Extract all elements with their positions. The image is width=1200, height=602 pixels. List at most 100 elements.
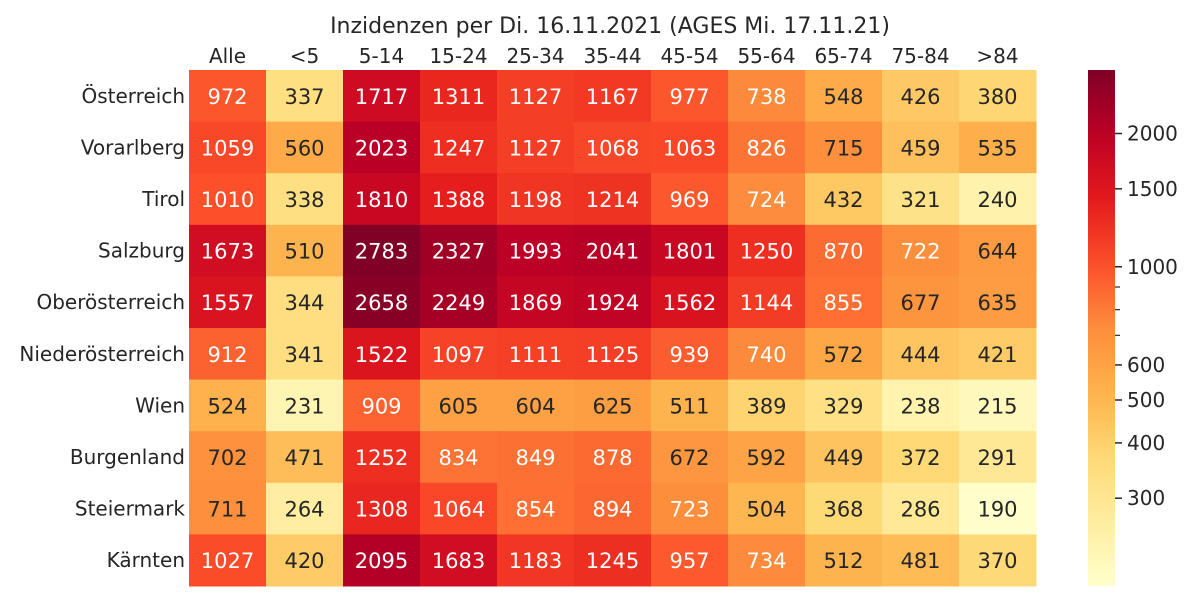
- cell-value: 2783: [355, 240, 408, 264]
- cell-value: 1127: [509, 136, 562, 160]
- heatmap-cell: [805, 276, 883, 329]
- cell-value: 1810: [355, 188, 408, 212]
- cell-value: 321: [900, 188, 940, 212]
- cell-value: 969: [669, 188, 709, 212]
- cell-value: 604: [515, 394, 555, 418]
- heatmap-cell: [189, 121, 267, 174]
- cell-value: 238: [900, 394, 940, 418]
- heatmap-cell: [420, 534, 498, 587]
- column-label: 55-64: [737, 44, 795, 68]
- column-label: 25-34: [506, 44, 564, 68]
- heatmap-cell: [189, 328, 267, 381]
- heatmap-cell: [420, 276, 498, 329]
- heatmap-cell: [728, 224, 806, 277]
- cell-value: 291: [977, 446, 1017, 470]
- row-label: Niederösterreich: [19, 342, 185, 366]
- cell-value: 870: [823, 240, 863, 264]
- heatmap-cell: [420, 70, 498, 123]
- cell-value: 1522: [355, 343, 408, 367]
- heatmap-cell: [343, 431, 421, 484]
- colorbar-tick-label: 2000: [1127, 122, 1178, 146]
- cell-value: 939: [669, 343, 709, 367]
- heatmap-cell: [728, 431, 806, 484]
- cell-value: 1717: [355, 85, 408, 109]
- heatmap-cell: [266, 379, 344, 432]
- colorbar-ticks: 300 400 500 600 1000 1500 2000: [1115, 122, 1178, 510]
- cell-value: 672: [669, 446, 709, 470]
- cell-value: 1183: [509, 549, 562, 573]
- heatmap-cell: [497, 173, 575, 226]
- heatmap-cell: [651, 173, 729, 226]
- colorbar-tick-label: 1500: [1127, 177, 1178, 201]
- cell-value: 449: [823, 446, 863, 470]
- cell-value: 855: [823, 291, 863, 315]
- heatmap-cell: [574, 431, 652, 484]
- cell-value: 344: [284, 291, 324, 315]
- cell-value: 512: [823, 549, 863, 573]
- cell-value: 957: [669, 549, 709, 573]
- heatmap-cell: [959, 173, 1037, 226]
- heatmap-cell: [343, 328, 421, 381]
- heatmap-cell: [343, 121, 421, 174]
- cell-value: 1673: [201, 240, 254, 264]
- cell-value: 909: [361, 394, 401, 418]
- cell-value: 231: [284, 394, 324, 418]
- heatmap-cell: [959, 276, 1037, 329]
- cell-value: 912: [207, 343, 247, 367]
- cell-value: 444: [900, 343, 940, 367]
- heatmap-cell: [728, 70, 806, 123]
- heatmap-cell: [728, 534, 806, 587]
- cell-value: 2095: [355, 549, 408, 573]
- heatmap-cell: [959, 224, 1037, 277]
- heatmap-cell: [266, 224, 344, 277]
- heatmap-cell: [805, 70, 883, 123]
- cell-value: 1068: [586, 136, 639, 160]
- heatmap-cell: [959, 482, 1037, 535]
- cell-value: 1127: [509, 85, 562, 109]
- heatmap-cell: [882, 534, 960, 587]
- heatmap-cell: [651, 482, 729, 535]
- cell-value: 535: [977, 136, 1017, 160]
- heatmap-cell: [343, 173, 421, 226]
- cell-value: 560: [284, 136, 324, 160]
- heatmap-cell: [805, 431, 883, 484]
- heatmap-cell: [189, 379, 267, 432]
- heatmap-cell: [728, 482, 806, 535]
- heatmap-cell: [959, 328, 1037, 381]
- column-label: <5: [290, 44, 319, 68]
- heatmap-cell: [574, 534, 652, 587]
- heatmap-cell: [343, 224, 421, 277]
- heatmap-cell: [266, 70, 344, 123]
- cell-value: 972: [207, 85, 247, 109]
- heatmap-cell: [497, 482, 575, 535]
- cell-value: 372: [900, 446, 940, 470]
- heatmap-cell: [651, 534, 729, 587]
- cell-value: 1214: [586, 188, 639, 212]
- heatmap-cell: [805, 173, 883, 226]
- heatmap-cell: [959, 121, 1037, 174]
- cell-value: 510: [284, 240, 324, 264]
- cell-value: 715: [823, 136, 863, 160]
- heatmap-cell: [959, 431, 1037, 484]
- heatmap-cell: [728, 173, 806, 226]
- heatmap-cell: [728, 121, 806, 174]
- heatmap-cell: [497, 70, 575, 123]
- heatmap-cell: [574, 328, 652, 381]
- heatmap-cell: [805, 121, 883, 174]
- cell-value: 724: [746, 188, 786, 212]
- heatmap-cell: [189, 431, 267, 484]
- column-label: 35-44: [583, 44, 641, 68]
- cell-value: 677: [900, 291, 940, 315]
- heatmap-cell: [651, 431, 729, 484]
- heatmap-cell: [420, 121, 498, 174]
- cell-value: 1111: [509, 343, 562, 367]
- cell-value: 215: [977, 394, 1017, 418]
- row-label: Steiermark: [75, 497, 186, 521]
- cell-value: 592: [746, 446, 786, 470]
- cell-value: 2249: [432, 291, 485, 315]
- cell-value: 286: [900, 498, 940, 522]
- heatmap-cell: [420, 482, 498, 535]
- cell-value: 722: [900, 240, 940, 264]
- heatmap-cell: [805, 328, 883, 381]
- cell-value: 1252: [355, 446, 408, 470]
